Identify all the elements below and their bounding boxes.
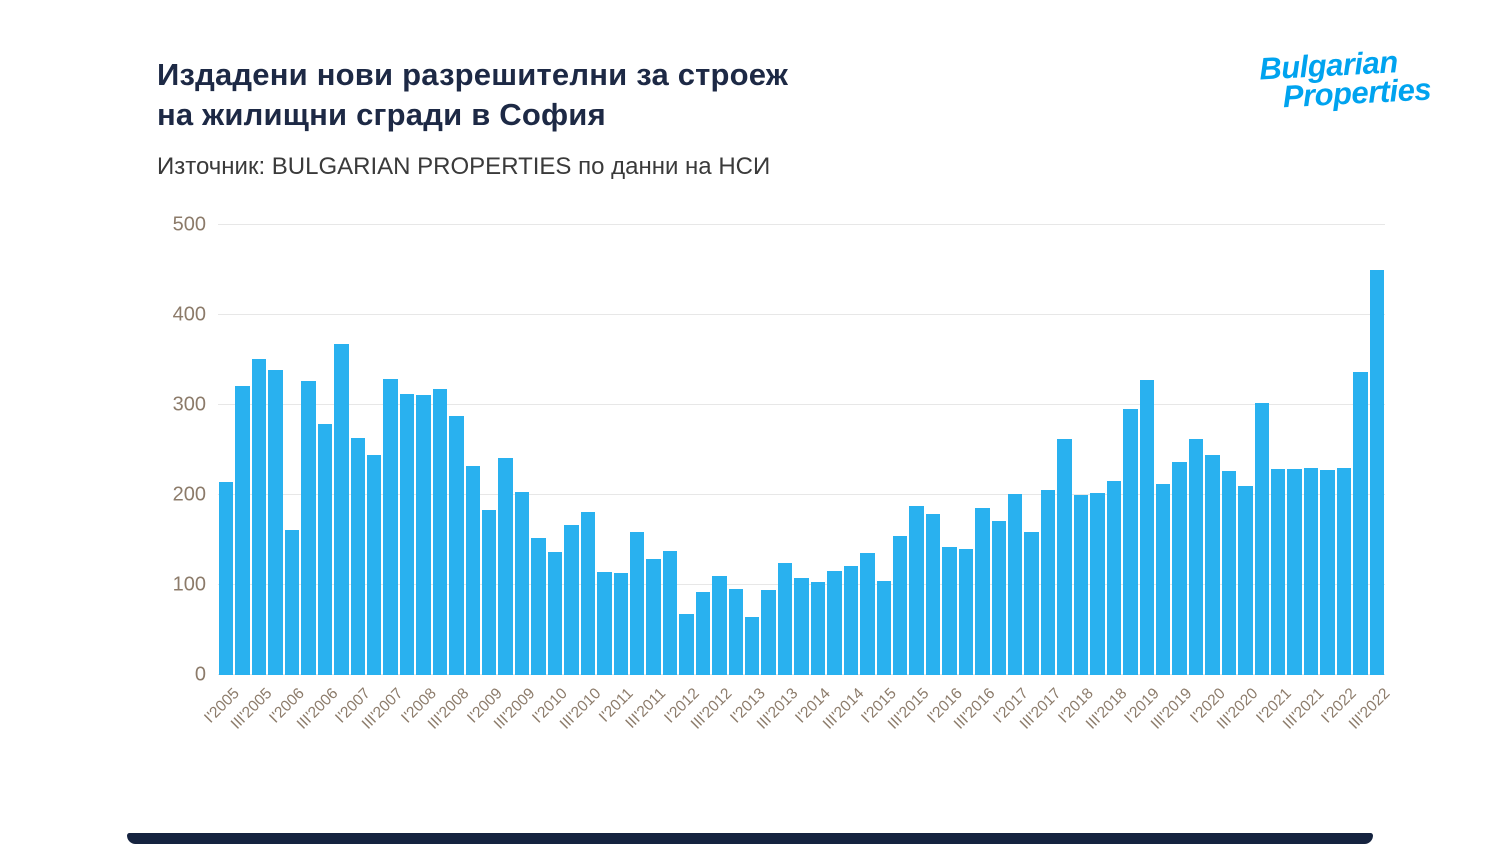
bar-III'2013 bbox=[777, 563, 793, 675]
bar-II'2005 bbox=[235, 386, 250, 675]
bar-I'2011 bbox=[613, 573, 628, 675]
bar-III'2014 bbox=[843, 566, 859, 675]
bar-II'2013 bbox=[761, 590, 776, 675]
bar-I'2022 bbox=[1336, 468, 1352, 675]
bar-III'2015 bbox=[909, 505, 924, 675]
bar-II'2015 bbox=[892, 536, 908, 675]
bar-II'2011 bbox=[629, 531, 645, 675]
bar-III'2022 bbox=[1369, 270, 1385, 675]
bar-III'2010 bbox=[580, 512, 596, 675]
bar-I'2006 bbox=[284, 530, 300, 675]
y-tick-label-100: 100 bbox=[172, 573, 206, 596]
bar-IV'2009 bbox=[531, 538, 546, 675]
gridline-300 bbox=[218, 404, 1385, 405]
bar-II'2008 bbox=[432, 388, 448, 675]
bar-III'2021 bbox=[1303, 468, 1319, 675]
bar-IV'2006 bbox=[334, 343, 349, 675]
bar-IV'2011 bbox=[662, 550, 678, 675]
bar-IV'2013 bbox=[794, 577, 809, 675]
bar-IV'2007 bbox=[399, 394, 415, 675]
bar-I'2019 bbox=[1139, 379, 1154, 675]
bar-I'2009 bbox=[482, 510, 497, 675]
y-tick-label-500: 500 bbox=[172, 213, 206, 236]
bar-chart bbox=[218, 224, 1385, 675]
bar-IV'2020 bbox=[1254, 403, 1269, 675]
bar-I'2012 bbox=[679, 613, 694, 675]
bar-II'2009 bbox=[498, 458, 513, 675]
bar-III'2018 bbox=[1106, 480, 1122, 675]
bar-IV'2015 bbox=[925, 513, 941, 675]
chart-title: Издадени нови разрешителни за строеж на … bbox=[157, 55, 788, 136]
y-tick-label-400: 400 bbox=[172, 303, 206, 326]
bar-II'2020 bbox=[1221, 470, 1237, 675]
y-tick-label-300: 300 bbox=[172, 393, 206, 416]
y-axis: 0 100 200 300 400 500 bbox=[110, 214, 206, 686]
bar-III'2012 bbox=[712, 576, 727, 675]
bar-II'2017 bbox=[1024, 531, 1039, 675]
bar-I'2005 bbox=[219, 481, 234, 675]
gridline-200 bbox=[218, 494, 1385, 495]
bar-I'2008 bbox=[416, 395, 431, 675]
bar-III'2006 bbox=[317, 423, 333, 675]
bar-II'2014 bbox=[827, 570, 842, 675]
bar-I'2017 bbox=[1008, 494, 1023, 675]
bar-I'2021 bbox=[1271, 468, 1286, 675]
bar-III'2008 bbox=[449, 415, 464, 675]
chart-title-line2: на жилищни сгради в София bbox=[157, 97, 606, 133]
bar-IV'2010 bbox=[597, 571, 612, 675]
bar-II'2021 bbox=[1287, 468, 1302, 675]
bars bbox=[218, 225, 1385, 675]
bar-III'2019 bbox=[1172, 461, 1187, 675]
bar-IV'2008 bbox=[465, 466, 480, 675]
brand-logo-line2: Properties bbox=[1281, 71, 1432, 115]
bar-III'2020 bbox=[1238, 486, 1253, 675]
bar-I'2016 bbox=[942, 547, 957, 675]
bar-III'2017 bbox=[1040, 489, 1056, 675]
chart-title-line1: Издадени нови разрешителни за строеж bbox=[157, 57, 789, 92]
bar-II'2022 bbox=[1353, 371, 1368, 675]
bar-III'2016 bbox=[975, 507, 990, 675]
bar-III'2011 bbox=[646, 558, 661, 675]
bar-I'2015 bbox=[876, 580, 891, 675]
bar-I'2010 bbox=[547, 551, 563, 675]
bar-I'2020 bbox=[1205, 455, 1220, 675]
bar-II'2007 bbox=[366, 455, 382, 675]
bar-II'2012 bbox=[695, 592, 711, 675]
y-tick-label-200: 200 bbox=[172, 483, 206, 506]
bar-II'2016 bbox=[958, 549, 974, 675]
brand-logo: Bulgarian Properties bbox=[1258, 44, 1432, 115]
bar-III'2007 bbox=[383, 378, 398, 675]
y-tick-label-0: 0 bbox=[194, 663, 206, 686]
bar-II'2018 bbox=[1090, 493, 1105, 675]
gridline-500 bbox=[218, 224, 1385, 225]
bar-IV'2017 bbox=[1057, 439, 1072, 675]
bar-II'2019 bbox=[1155, 484, 1171, 675]
footer-bar bbox=[127, 833, 1373, 844]
bar-IV'2012 bbox=[728, 588, 743, 675]
bar-IV'2021 bbox=[1320, 469, 1335, 675]
bar-III'2009 bbox=[514, 492, 530, 675]
bar-I'2018 bbox=[1073, 495, 1089, 675]
bar-I'2013 bbox=[745, 617, 760, 675]
bar-IV'2018 bbox=[1123, 408, 1138, 675]
bar-II'2010 bbox=[564, 524, 579, 675]
bar-II'2006 bbox=[301, 380, 316, 675]
bar-IV'2005 bbox=[268, 369, 283, 675]
bar-IV'2019 bbox=[1188, 439, 1204, 675]
bar-IV'2014 bbox=[860, 552, 875, 675]
chart-source: Източник: BULGARIAN PROPERTIES по данни … bbox=[157, 153, 771, 180]
bar-I'2007 bbox=[350, 438, 365, 675]
x-axis: I'2005 III'2005 I'2006 III'2006 I'2007 III'20… bbox=[201, 679, 1393, 794]
gridline-400 bbox=[218, 314, 1385, 315]
bar-I'2014 bbox=[810, 582, 826, 675]
bar-III'2005 bbox=[251, 359, 267, 675]
bar-IV'2016 bbox=[991, 521, 1006, 675]
